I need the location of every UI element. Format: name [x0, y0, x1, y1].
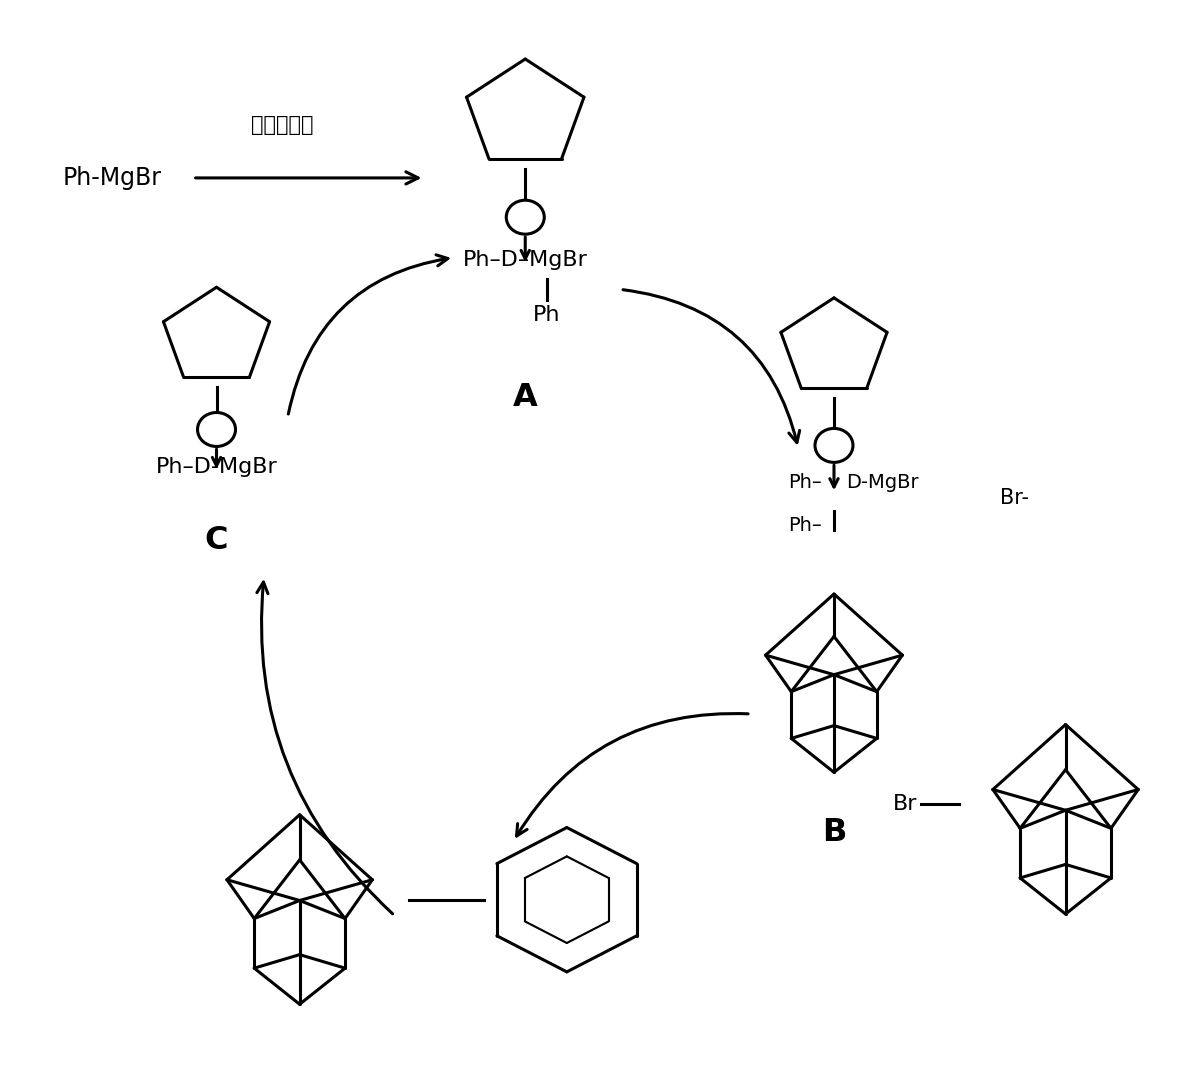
Text: Br: Br [892, 794, 917, 814]
Text: Br-: Br- [1000, 489, 1030, 509]
Text: 金属氯化物: 金属氯化物 [251, 115, 313, 134]
Text: Ph–: Ph– [789, 515, 822, 535]
Circle shape [198, 413, 235, 446]
Text: Ph–: Ph– [789, 473, 822, 492]
Circle shape [506, 201, 544, 234]
Text: B: B [822, 817, 846, 848]
Text: Ph-MgBr: Ph-MgBr [62, 165, 161, 190]
Text: D-MgBr: D-MgBr [846, 473, 919, 492]
Circle shape [815, 429, 853, 462]
Text: A: A [513, 382, 538, 413]
Text: Ph–D-MgBr: Ph–D-MgBr [155, 457, 278, 477]
Text: Ph: Ph [533, 305, 561, 324]
Text: C: C [205, 525, 228, 556]
Text: Ph–D–MgBr: Ph–D–MgBr [463, 250, 588, 270]
